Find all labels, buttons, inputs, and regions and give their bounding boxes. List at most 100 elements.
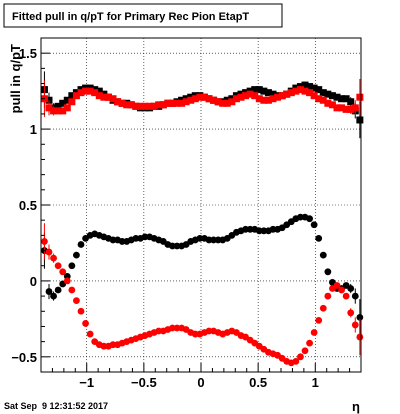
data-point bbox=[333, 282, 341, 289]
data-point bbox=[72, 92, 80, 100]
data-point bbox=[347, 285, 355, 292]
data-point bbox=[328, 92, 336, 100]
data-point bbox=[50, 107, 58, 115]
data-point bbox=[319, 304, 327, 312]
axes: −1 −0.5 0 0.5 1 −0.5 0 0.5 1 1.5 bbox=[11, 37, 351, 390]
data-point bbox=[77, 89, 85, 97]
data-point bbox=[310, 92, 318, 100]
data-point bbox=[54, 102, 62, 110]
data-point bbox=[251, 86, 259, 94]
data-point bbox=[63, 277, 71, 285]
data-point bbox=[269, 90, 277, 98]
x-tick-label: 0 bbox=[197, 375, 204, 390]
data-point bbox=[310, 221, 318, 229]
data-point bbox=[324, 90, 332, 98]
data-point bbox=[86, 330, 94, 338]
data-point bbox=[237, 93, 245, 101]
data-point bbox=[109, 95, 117, 103]
data-point bbox=[315, 316, 323, 324]
data-point bbox=[292, 357, 300, 365]
data-point bbox=[68, 262, 76, 270]
data-point bbox=[342, 105, 350, 113]
data-point bbox=[319, 89, 327, 97]
data-point bbox=[91, 89, 99, 97]
data-point bbox=[200, 93, 208, 101]
data-point bbox=[347, 105, 355, 113]
x-tick-label: −0.5 bbox=[131, 375, 157, 390]
data-point bbox=[150, 102, 158, 110]
data-point bbox=[274, 93, 282, 101]
y-axis-label: pull in q/pT bbox=[8, 44, 23, 113]
data-point bbox=[210, 96, 218, 104]
data-point bbox=[278, 92, 286, 100]
data-point bbox=[315, 235, 323, 242]
footer-timestamp: Sat Sep 9 12:31:52 2017 bbox=[4, 401, 108, 411]
data-point bbox=[283, 90, 291, 98]
data-layer bbox=[40, 71, 364, 367]
data-point bbox=[255, 86, 263, 94]
title-box bbox=[3, 3, 283, 28]
data-point bbox=[159, 101, 167, 109]
data-point bbox=[41, 238, 48, 245]
data-point bbox=[73, 297, 80, 305]
data-point bbox=[260, 87, 268, 95]
data-point bbox=[351, 321, 359, 329]
data-point bbox=[356, 93, 364, 101]
data-point bbox=[168, 99, 176, 107]
data-point bbox=[324, 99, 332, 107]
x-tick-label: 1 bbox=[312, 375, 319, 390]
data-point bbox=[114, 98, 122, 106]
data-point bbox=[59, 107, 67, 115]
data-point bbox=[310, 329, 318, 336]
data-point bbox=[324, 292, 332, 300]
data-point bbox=[146, 102, 154, 110]
data-point bbox=[301, 87, 309, 95]
data-point bbox=[214, 98, 222, 106]
data-point bbox=[260, 96, 268, 104]
data-point bbox=[338, 286, 345, 294]
data-point bbox=[178, 99, 186, 107]
data-point bbox=[77, 241, 85, 248]
data-point bbox=[297, 353, 304, 361]
data-point bbox=[54, 286, 62, 294]
data-point bbox=[338, 104, 346, 112]
data-point bbox=[54, 107, 62, 115]
data-point bbox=[68, 98, 76, 106]
data-point bbox=[264, 89, 272, 97]
data-point bbox=[324, 268, 332, 276]
data-point bbox=[292, 87, 300, 95]
x-tick-label: −1 bbox=[79, 375, 94, 390]
data-point bbox=[351, 104, 359, 112]
data-point bbox=[104, 93, 112, 101]
data-point bbox=[50, 292, 57, 300]
data-point bbox=[328, 101, 336, 109]
data-point bbox=[173, 99, 181, 107]
y-tick-label: −0.5 bbox=[11, 350, 37, 365]
data-point bbox=[306, 89, 314, 97]
data-point bbox=[127, 101, 135, 109]
data-point bbox=[100, 93, 108, 101]
data-point bbox=[141, 102, 149, 110]
data-point bbox=[333, 104, 341, 112]
data-point bbox=[301, 347, 309, 355]
data-point bbox=[95, 87, 103, 95]
data-point bbox=[45, 104, 53, 112]
series-1 bbox=[40, 78, 364, 117]
data-point bbox=[356, 313, 364, 321]
data-point bbox=[68, 286, 76, 294]
data-point bbox=[82, 320, 89, 327]
data-point bbox=[164, 99, 172, 107]
data-point bbox=[68, 92, 76, 100]
data-point bbox=[182, 98, 190, 106]
data-point bbox=[191, 95, 199, 103]
data-point bbox=[356, 333, 364, 341]
data-point bbox=[155, 101, 163, 109]
data-point bbox=[251, 92, 259, 100]
data-point bbox=[301, 81, 309, 89]
data-point bbox=[187, 96, 195, 104]
series-2 bbox=[41, 213, 364, 336]
data-point bbox=[319, 96, 327, 104]
data-point bbox=[319, 251, 327, 259]
data-point bbox=[264, 96, 272, 104]
data-point bbox=[351, 292, 359, 300]
